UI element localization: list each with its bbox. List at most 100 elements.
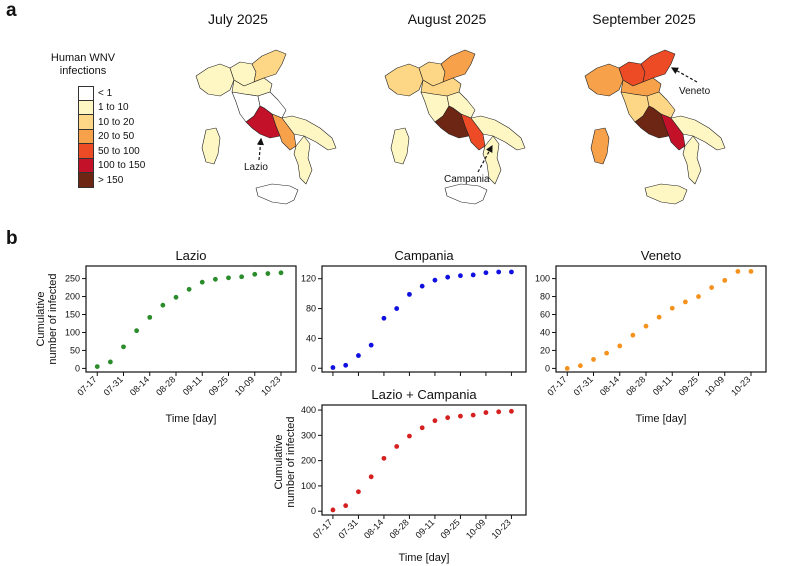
legend-label: 10 to 20 [98, 116, 135, 128]
map-title-september: September 2025 [592, 11, 696, 27]
data-point [496, 269, 502, 275]
data-point [458, 413, 463, 419]
legend-item: 1 to 10 [78, 100, 145, 115]
x-tick-label: 07-17 [75, 374, 98, 397]
data-point [407, 291, 412, 297]
legend-swatch [78, 129, 94, 144]
data-point [394, 306, 400, 311]
data-point [239, 274, 245, 280]
data-point [564, 366, 570, 371]
legend-label: 20 to 50 [98, 131, 135, 143]
data-point [330, 507, 336, 513]
data-point [330, 365, 336, 370]
data-point [407, 433, 412, 439]
x-tick-label: 08-28 [624, 374, 647, 397]
region-calab [293, 135, 313, 185]
x-tick-label: 08-14 [128, 374, 151, 397]
data-point [630, 332, 636, 338]
x-tick-label: 08-14 [598, 374, 621, 397]
data-point [134, 328, 140, 334]
data-point [121, 344, 126, 350]
region-apul [470, 115, 526, 151]
data-point [278, 270, 284, 276]
data-point [577, 363, 583, 369]
x-tick-label: 09-25 [438, 517, 461, 540]
legend-swatch [78, 144, 94, 159]
legend-item: 100 to 150 [78, 158, 145, 173]
region-sic [644, 183, 688, 205]
region-sard [590, 127, 610, 165]
veneto-arrow [670, 67, 698, 83]
y-tick-label: 0 [311, 363, 316, 373]
y-tick-label: 120 [301, 274, 316, 284]
data-point [186, 286, 192, 292]
y-axis-label: Cumulativenumber of infected [273, 416, 297, 507]
y-tick-label: 40 [306, 333, 316, 343]
data-point [445, 415, 451, 421]
y-tick-label: 0 [311, 506, 316, 516]
panel-a-letter: a [6, 0, 17, 21]
x-tick-label: 09-11 [181, 374, 204, 397]
data-point [199, 279, 205, 285]
legend-item: 50 to 100 [78, 144, 145, 159]
x-tick-label: 07-31 [336, 517, 359, 540]
y-tick-label: 250 [65, 274, 80, 284]
legend-swatch [78, 158, 94, 173]
region-nw [584, 63, 624, 97]
legend-item: 20 to 50 [78, 129, 145, 144]
legend-swatch [78, 173, 94, 188]
chart-frame [85, 265, 297, 373]
x-axis-label: Time [day] [399, 552, 450, 564]
data-point [381, 455, 387, 461]
data-point [147, 314, 153, 320]
panel-b-letter: b [6, 228, 18, 249]
data-point [656, 314, 662, 320]
y-tick-label: 300 [301, 430, 316, 440]
x-tick-label: 07-31 [572, 374, 595, 397]
x-axis-label: Time [day] [166, 413, 217, 425]
data-point [107, 359, 113, 365]
data-point [748, 268, 754, 274]
data-point [381, 315, 387, 321]
y-tick-label: 40 [540, 327, 550, 337]
data-point [94, 364, 100, 370]
data-point [496, 409, 502, 415]
y-tick-label: 200 [301, 456, 316, 466]
y-tick-label: 100 [65, 327, 80, 337]
annotation-campania: Campania [444, 174, 490, 185]
y-tick-label: 80 [306, 304, 316, 314]
data-point [432, 277, 438, 283]
legend-swatch [78, 100, 94, 115]
data-point [470, 272, 476, 278]
region-calab [682, 135, 702, 185]
data-point [394, 444, 400, 449]
data-point [643, 323, 649, 329]
data-point [458, 273, 463, 279]
legend-label: < 1 [98, 87, 113, 99]
chart-frame [321, 265, 527, 373]
region-apul [670, 115, 726, 151]
region-sard [390, 127, 410, 165]
data-point [252, 271, 258, 277]
region-sic [444, 183, 488, 205]
legend-item: 10 to 20 [78, 115, 145, 130]
x-axis-label: Time [day] [636, 413, 687, 425]
map-july [195, 49, 337, 205]
annotation-veneto: Veneto [679, 86, 711, 97]
legend-label: 1 to 10 [98, 102, 129, 114]
map-august [384, 49, 526, 205]
legend-label: > 150 [98, 174, 124, 186]
region-ne [640, 49, 676, 83]
data-point [470, 412, 476, 418]
data-point [343, 503, 349, 509]
legend: < 1 1 to 10 10 to 20 20 to 50 50 to 100 100 t… [78, 86, 145, 188]
chart-title: Lazio + Campania [371, 387, 477, 402]
chart-1: Campania 0 40 80 120 [301, 248, 527, 376]
data-point [173, 294, 179, 300]
legend-item: > 150 [78, 173, 145, 188]
data-point [709, 285, 715, 290]
chart-frame [321, 404, 527, 516]
y-tick-label: 20 [540, 345, 550, 355]
